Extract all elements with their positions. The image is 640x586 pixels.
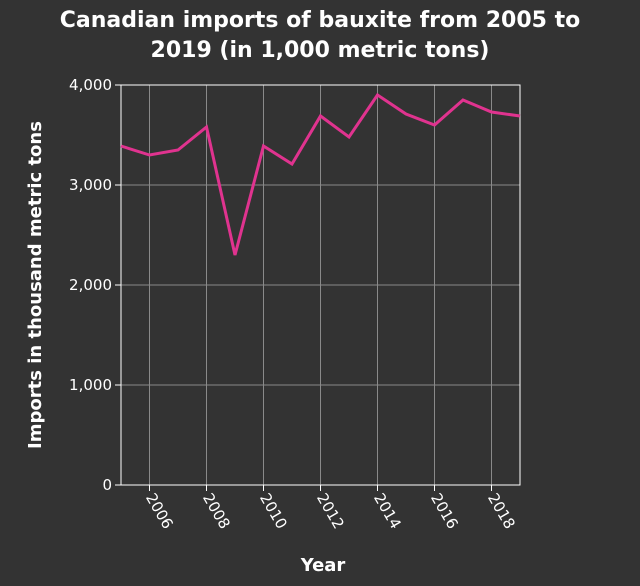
x-axis-label: Year (300, 555, 346, 576)
x-tick-label: 2018 (484, 490, 519, 532)
y-tick-label: 3,000 (69, 176, 112, 194)
y-axis-ticks: 0 1,000 2,000 3,000 4,000 (69, 76, 121, 494)
x-tick-label: 2010 (256, 490, 291, 532)
y-tick-label: 0 (102, 476, 112, 494)
x-tick-label: 2012 (313, 490, 348, 532)
x-tick-label: 2008 (199, 490, 234, 532)
x-axis-ticks: 2006 2008 2010 2012 2014 2016 2018 (142, 485, 519, 532)
y-tick-label: 2,000 (69, 276, 112, 294)
x-tick-label: 2006 (142, 490, 177, 532)
x-tick-label: 2014 (370, 490, 405, 532)
y-tick-label: 1,000 (69, 376, 112, 394)
y-axis-label: Imports in thousand metric tons (25, 121, 46, 449)
series-line (120, 92, 521, 256)
y-tick-label: 4,000 (69, 76, 112, 94)
series-layer (120, 92, 521, 256)
chart-title-line-2: 2019 (in 1,000 metric tons) (151, 38, 490, 63)
grid-lines (121, 85, 520, 485)
x-tick-label: 2016 (427, 490, 462, 532)
chart-title-line-1: Canadian imports of bauxite from 2005 to (60, 8, 580, 33)
